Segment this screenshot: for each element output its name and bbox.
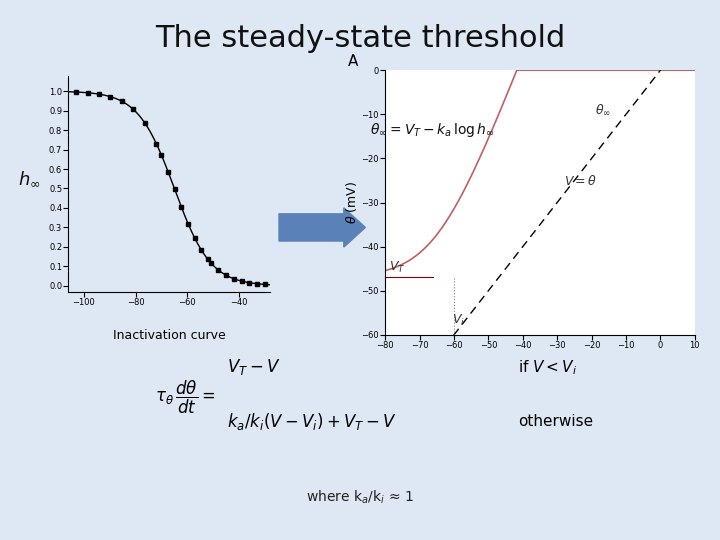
Text: Inactivation curve: Inactivation curve: [113, 329, 225, 342]
Text: $\theta_{\infty}$: $\theta_{\infty}$: [595, 103, 611, 117]
Text: $\tau_\theta\,\dfrac{d\theta}{dt} = $: $\tau_\theta\,\dfrac{d\theta}{dt} = $: [156, 379, 216, 415]
Text: if $V < V_i$: if $V < V_i$: [518, 358, 577, 376]
FancyArrow shape: [279, 208, 366, 247]
Text: $V_T$: $V_T$: [389, 260, 405, 275]
Text: $\theta_{\infty} = V_T - k_a\,\log h_{\infty}$: $\theta_{\infty} = V_T - k_a\,\log h_{\i…: [369, 120, 495, 139]
Text: $V_T - V$: $V_T - V$: [227, 357, 281, 377]
Text: $V = \theta$: $V = \theta$: [564, 174, 598, 188]
Text: $k_a/k_i(V - V_i) + V_T - V$: $k_a/k_i(V - V_i) + V_T - V$: [227, 411, 397, 431]
Text: otherwise: otherwise: [518, 414, 593, 429]
Y-axis label: $\theta$ (mV): $\theta$ (mV): [343, 181, 359, 224]
Text: The steady-state threshold: The steady-state threshold: [155, 24, 565, 53]
Text: A: A: [348, 55, 359, 69]
Text: $h_{\infty}$: $h_{\infty}$: [18, 170, 40, 188]
Text: where k$_a$/k$_i$ ≈ 1: where k$_a$/k$_i$ ≈ 1: [306, 488, 414, 505]
Text: $V_i$: $V_i$: [452, 313, 465, 328]
